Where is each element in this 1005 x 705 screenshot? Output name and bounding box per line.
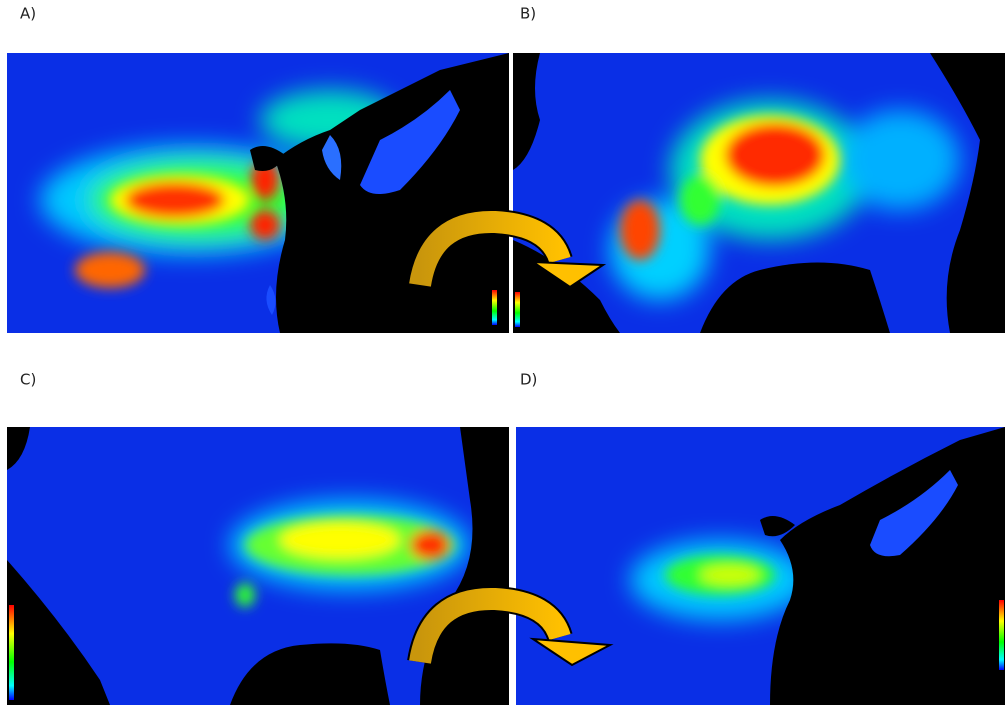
map-panel-a — [7, 53, 509, 333]
panel-label: A) — [20, 5, 36, 23]
panel-label: B) — [520, 5, 536, 23]
arrow — [407, 585, 614, 667]
map-panel-c — [7, 427, 509, 705]
map-panel-d — [516, 427, 1005, 705]
map-panel-b — [513, 53, 1005, 333]
panel-label: D) — [520, 371, 537, 389]
arrow — [407, 208, 607, 289]
panel-label: C) — [20, 371, 36, 389]
